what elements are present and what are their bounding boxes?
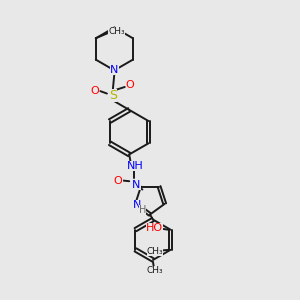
- Text: N: N: [110, 65, 118, 75]
- Text: S: S: [109, 88, 117, 101]
- Text: CH₃: CH₃: [108, 27, 125, 36]
- Text: N: N: [132, 180, 141, 190]
- Text: N: N: [133, 200, 141, 210]
- Text: NH: NH: [128, 161, 144, 171]
- Text: O: O: [90, 85, 99, 96]
- Text: O: O: [126, 80, 134, 90]
- Text: O: O: [114, 176, 123, 186]
- Text: HO: HO: [146, 223, 163, 233]
- Text: CH₃: CH₃: [146, 266, 163, 275]
- Text: CH₃: CH₃: [147, 247, 163, 256]
- Text: H: H: [139, 205, 146, 215]
